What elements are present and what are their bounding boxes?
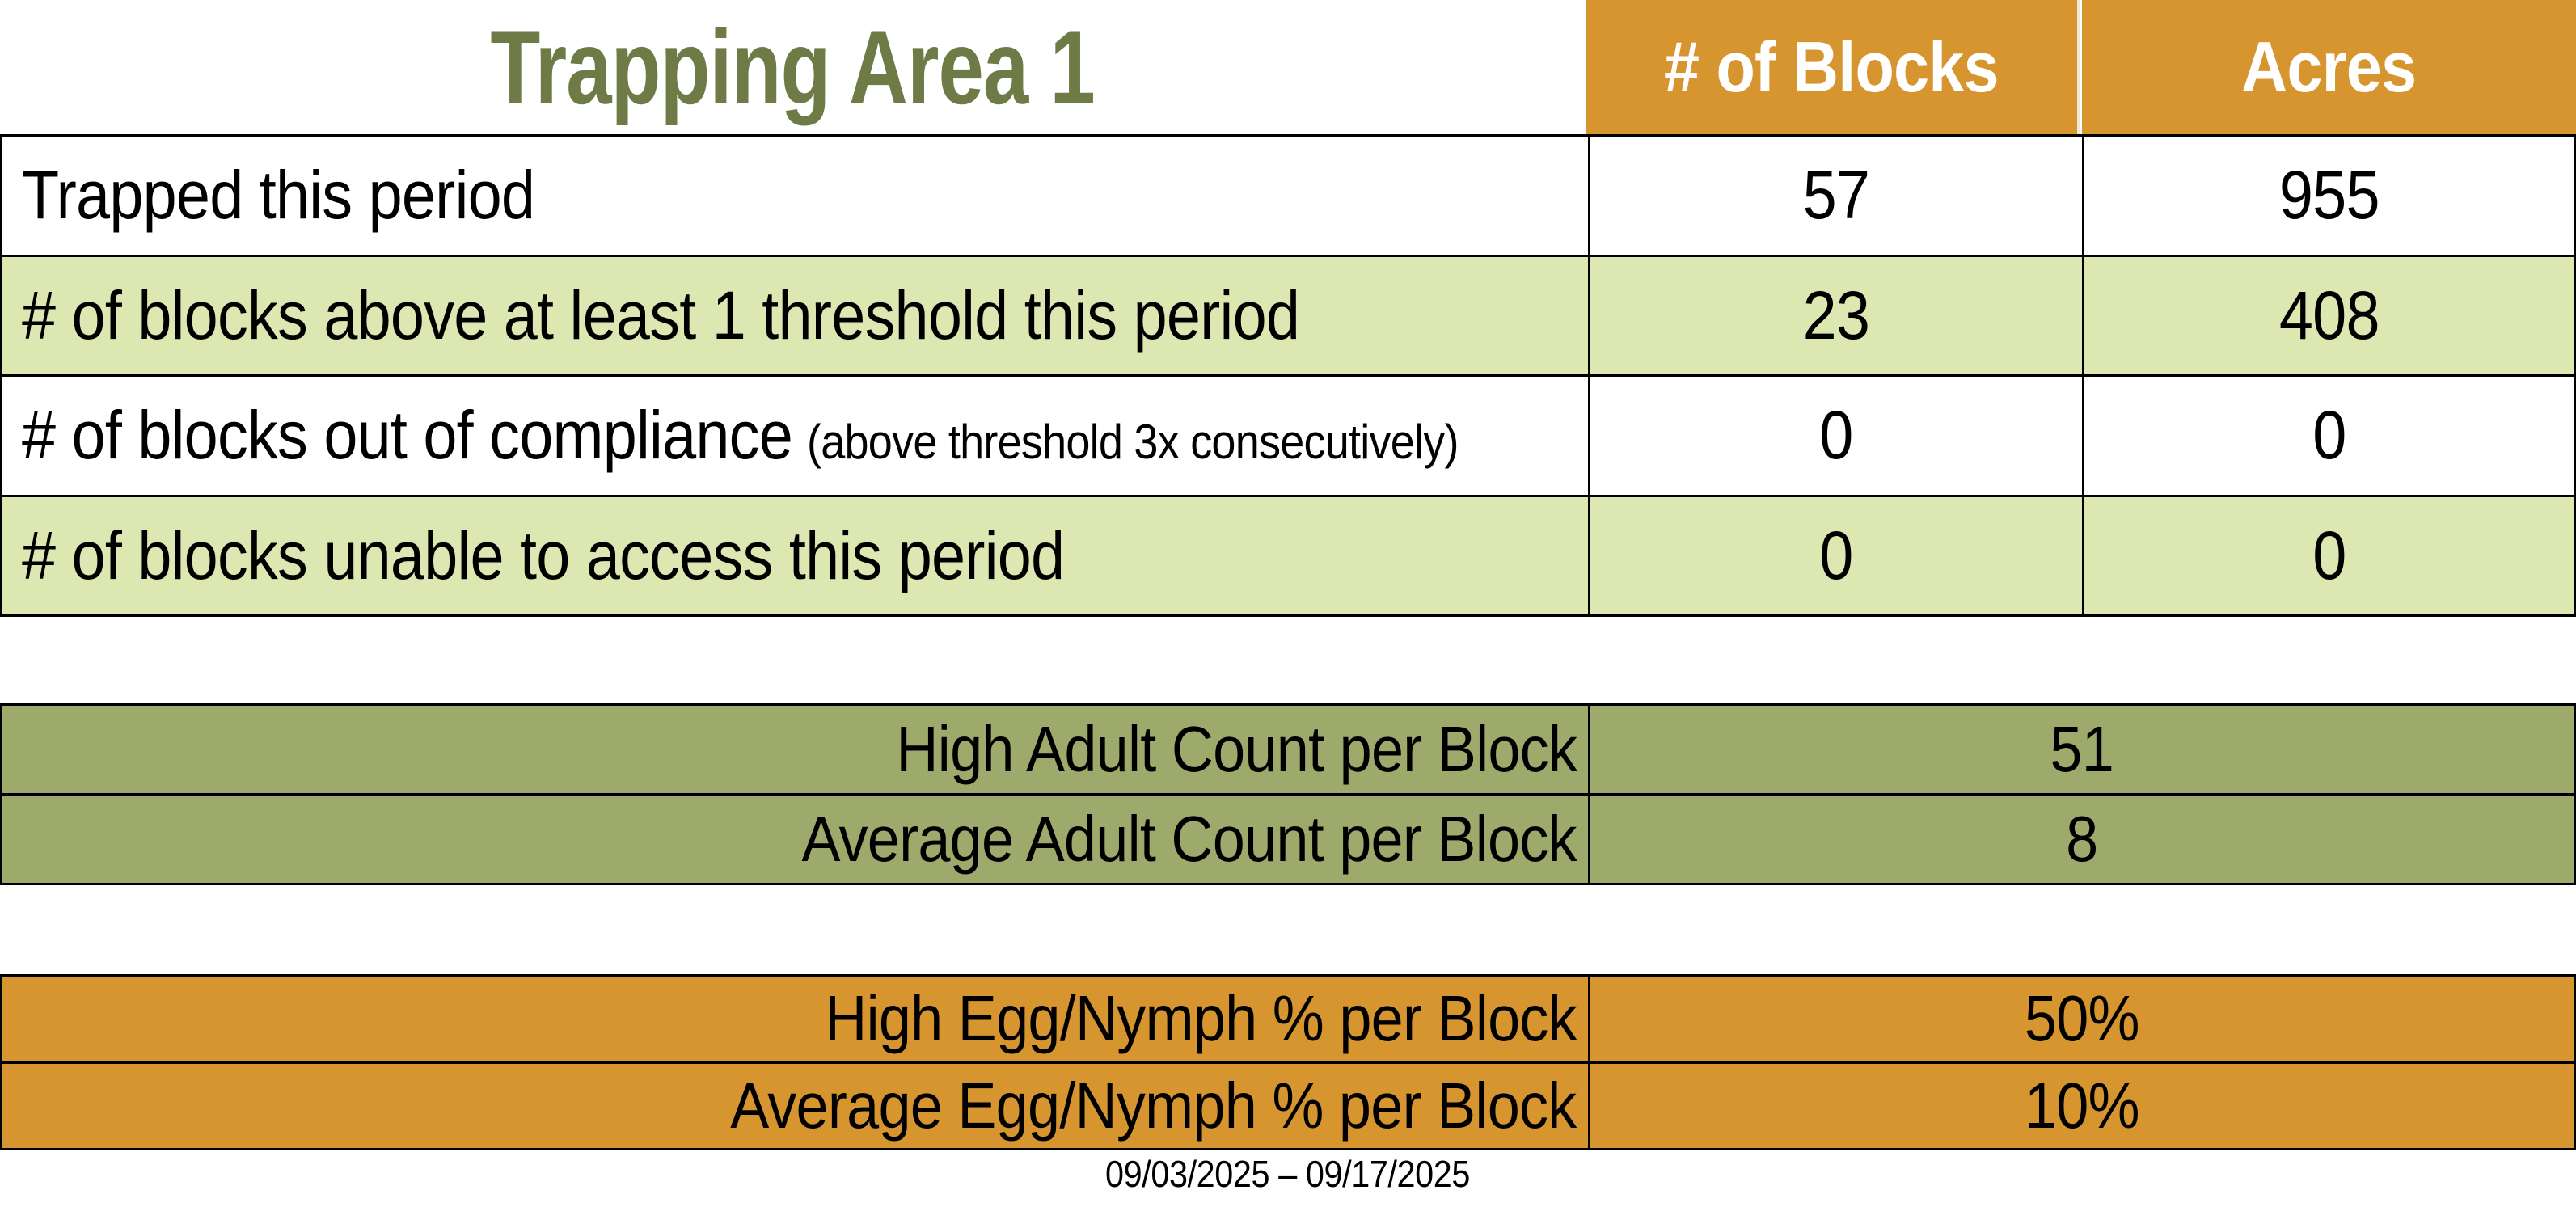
page-title-text: Trapping Area 1 <box>490 8 1096 126</box>
cell-out-of-compliance-acres: 0 <box>2084 377 2574 495</box>
row-label-average-egg-nymph: Average Egg/Nymph % per Block <box>2 1063 1588 1148</box>
row-label-above-threshold: # of blocks above at least 1 threshold t… <box>2 256 1588 374</box>
page-title: Trapping Area 1 <box>0 0 1586 134</box>
cell-trapped-blocks: 57 <box>1590 137 2082 255</box>
column-header-blocks: # of Blocks <box>1586 0 2080 134</box>
row-label-high-egg-nymph: High Egg/Nymph % per Block <box>2 977 1588 1061</box>
cell-unable-to-access-acres: 0 <box>2084 496 2574 614</box>
cell-out-of-compliance-blocks: 0 <box>1590 377 2082 495</box>
row-label-average-adult-count: Average Adult Count per Block <box>2 796 1588 883</box>
adult-count-table: High Adult Count per Block 51 Average Ad… <box>0 703 2576 885</box>
main-counts-table: Trapped this period 57 955 # of blocks a… <box>0 134 2576 617</box>
cell-trapped-acres: 955 <box>2084 137 2574 255</box>
egg-nymph-table: High Egg/Nymph % per Block 50% Average E… <box>0 974 2576 1150</box>
cell-above-threshold-blocks: 23 <box>1590 256 2082 374</box>
cell-high-adult-count: 51 <box>1590 706 2574 793</box>
row-label-high-adult-count: High Adult Count per Block <box>2 706 1588 793</box>
cell-average-adult-count: 8 <box>1590 796 2574 883</box>
column-header-acres: Acres <box>2082 0 2576 134</box>
date-range-text: 09/03/2025 – 09/17/2025 <box>1105 1153 1471 1195</box>
cell-unable-to-access-blocks: 0 <box>1590 496 2082 614</box>
row-label-unable-to-access: # of blocks unable to access this period <box>2 496 1588 614</box>
cell-high-egg-nymph: 50% <box>1590 977 2574 1061</box>
header-band: Trapping Area 1 # of Blocks Acres <box>0 0 2576 134</box>
compliance-note: (above threshold 3x consecutively) <box>807 415 1459 470</box>
date-range: 09/03/2025 – 09/17/2025 <box>0 1155 2576 1201</box>
cell-above-threshold-acres: 408 <box>2084 256 2574 374</box>
row-label-out-of-compliance: # of blocks out of compliance (above thre… <box>2 377 1588 495</box>
row-label-trapped: Trapped this period <box>2 137 1588 255</box>
cell-average-egg-nymph: 10% <box>1590 1063 2574 1148</box>
